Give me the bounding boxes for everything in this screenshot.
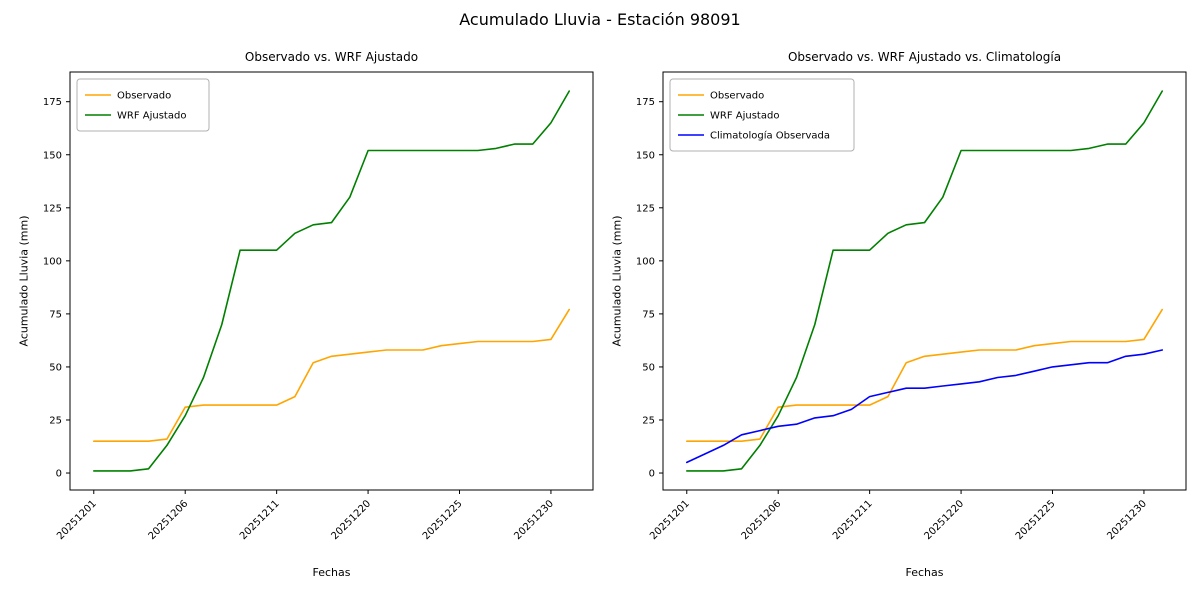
- subplot-axes: 0 25 50 75 100 125 150 175 20251201 20251206 20251…: [43, 71, 594, 542]
- y-tick-label: 0: [56, 469, 62, 480]
- x-axis-label-left: Fechas: [312, 566, 351, 579]
- y-tick-label: 150: [43, 150, 62, 161]
- y-tick-label: 75: [642, 309, 655, 320]
- y-tick-label: 50: [642, 362, 655, 373]
- legend-label: Observado: [710, 91, 764, 102]
- x-tick-label: 20251206: [740, 498, 784, 542]
- legend: Observado WRF Ajustado: [76, 78, 210, 132]
- x-tick-label: 20251201: [648, 498, 692, 542]
- y-tick-label: 175: [636, 97, 655, 108]
- subplot-title-left: Observado vs. WRF Ajustado: [244, 50, 419, 64]
- subplot-title-right: Observado vs. WRF Ajustado vs. Climatolo…: [787, 50, 1062, 64]
- legend-label: WRF Ajustado: [117, 111, 186, 122]
- x-tick-label: 20251220: [329, 498, 373, 542]
- x-tick-label: 20251206: [147, 498, 191, 542]
- legend-box: [76, 78, 210, 132]
- series-line-wrf-ajustado: [93, 90, 571, 472]
- series-line-climatolog-a-observada: [685, 349, 1163, 464]
- legend-box: [669, 78, 855, 152]
- x-tick-label: 20251220: [922, 498, 966, 542]
- legend-label: WRF Ajustado: [710, 111, 779, 122]
- y-tick-label: 75: [49, 309, 62, 320]
- series-line-observado: [93, 308, 571, 443]
- y-tick-label: 100: [43, 256, 62, 267]
- y-tick-label: 125: [43, 203, 62, 214]
- x-tick-label: 20251211: [831, 498, 875, 542]
- y-tick-label: 25: [49, 415, 62, 426]
- x-tick-label: 20251225: [1014, 498, 1058, 542]
- legend: Observado WRF Ajustado Climatología Observ…: [669, 78, 855, 152]
- y-tick-label: 25: [642, 415, 655, 426]
- x-axis-label-right: Fechas: [905, 566, 944, 579]
- y-tick-label: 100: [636, 256, 655, 267]
- subplot-axes: 0 25 50 75 100 125 150 175 20251201 20251206 20251…: [636, 71, 1187, 542]
- axes-frame: [69, 71, 594, 491]
- axes-frame: [662, 71, 1187, 491]
- y-tick-label: 50: [49, 362, 62, 373]
- x-tick-label: 20251201: [55, 498, 99, 542]
- x-tick-label: 20251211: [238, 498, 282, 542]
- y-tick-label: 0: [649, 469, 655, 480]
- figure-title: Acumulado Lluvia - Estación 98091: [459, 10, 741, 29]
- x-tick-label: 20251225: [421, 498, 465, 542]
- legend-label: Climatología Observada: [710, 130, 830, 142]
- series-line-wrf-ajustado: [685, 90, 1163, 472]
- y-tick-label: 175: [43, 97, 62, 108]
- x-tick-label: 20251230: [512, 498, 556, 542]
- series-line-observado: [685, 308, 1163, 443]
- y-tick-label: 125: [636, 203, 655, 214]
- y-tick-label: 150: [636, 150, 655, 161]
- x-tick-label: 20251230: [1105, 498, 1149, 542]
- legend-label: Observado: [117, 91, 171, 102]
